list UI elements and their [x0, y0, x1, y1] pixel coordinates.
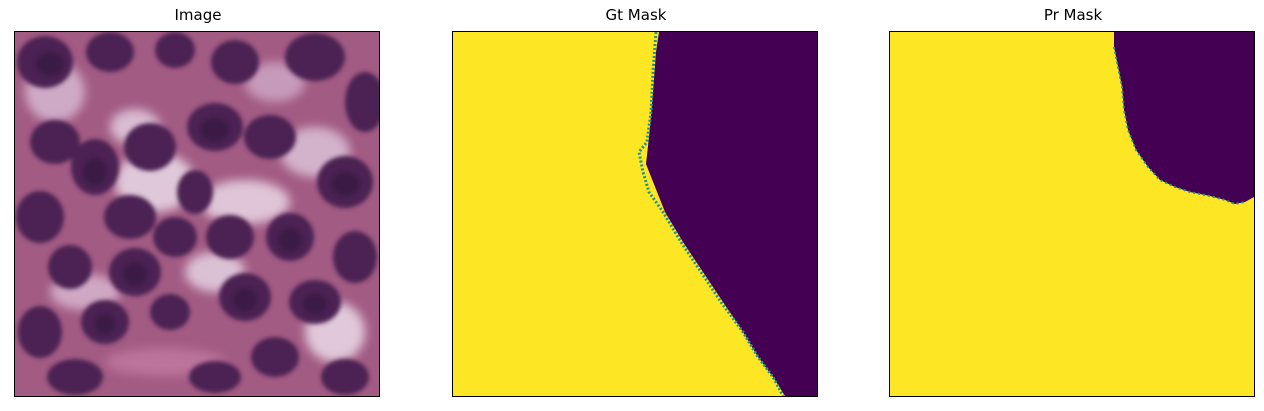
panel-title-image: Image: [174, 6, 222, 24]
panel-gt-mask: Gt Mask: [452, 0, 820, 411]
panel-title-pr-mask: Pr Mask: [1043, 6, 1103, 24]
image-frame: [14, 31, 380, 397]
gt-mask-frame: [452, 31, 818, 397]
pr-mask-frame: [889, 31, 1255, 397]
panel-pr-mask: Pr Mask: [889, 0, 1257, 411]
panel-image: Image: [14, 0, 382, 411]
panel-title-gt-mask: Gt Mask: [605, 6, 667, 24]
gt-mask-image: [453, 32, 817, 396]
pr-mask-image: [890, 32, 1254, 396]
histology-image: [15, 32, 379, 396]
